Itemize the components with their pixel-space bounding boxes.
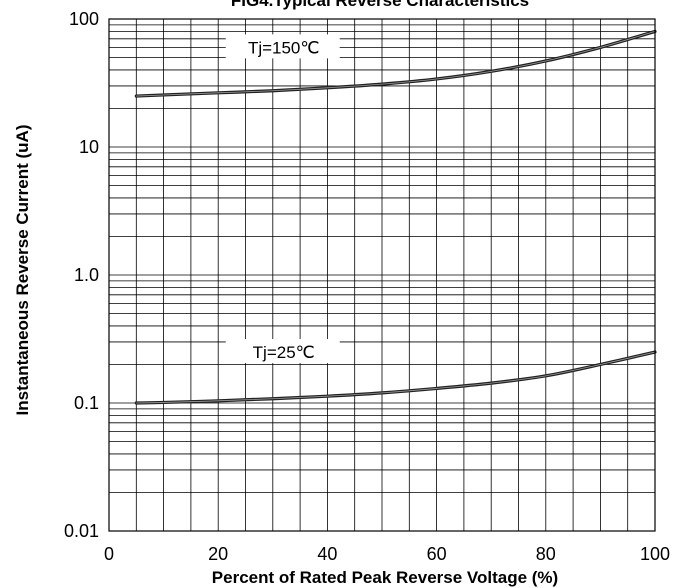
- x-axis-title: Percent of Rated Peak Reverse Voltage (%…: [212, 568, 558, 587]
- plot-frame: [108, 18, 656, 532]
- series-line-highlight: [136, 351, 656, 404]
- x-tick-label: 80: [536, 544, 556, 564]
- tick-labels: 0 20 40 60 80 100 0.01 0.1 1.0 10 100: [64, 9, 670, 564]
- y-axis-title: Instantaneous Reverse Current (uA): [13, 125, 32, 416]
- curves: [134, 29, 657, 405]
- x-tick-label: 20: [208, 544, 228, 564]
- y-tick-label: 1.0: [74, 265, 99, 285]
- series-annotation: Tj=150℃: [248, 38, 320, 57]
- y-tick-label: 0.1: [74, 393, 99, 413]
- annotation-backing: [225, 34, 340, 59]
- y-tick-label: 0.01: [64, 521, 99, 541]
- series-line-highlight: [136, 31, 656, 97]
- series-line-tj25: [134, 350, 657, 405]
- x-tick-label: 100: [640, 544, 670, 564]
- x-tick-label: 40: [317, 544, 337, 564]
- series-annotation: Tj=25℃: [253, 343, 315, 362]
- y-tick-label: 100: [69, 9, 99, 29]
- chart-title: FIG4.Typical Reverse Characteristics: [231, 0, 529, 10]
- annotation-backing: [225, 339, 340, 364]
- grid: [109, 19, 655, 531]
- series-line-tj150: [134, 29, 657, 98]
- y-tick-label: 10: [79, 137, 99, 157]
- x-tick-label: 0: [104, 544, 114, 564]
- x-tick-label: 60: [427, 544, 447, 564]
- annotations: Tj=150℃ Tj=25℃: [225, 34, 340, 364]
